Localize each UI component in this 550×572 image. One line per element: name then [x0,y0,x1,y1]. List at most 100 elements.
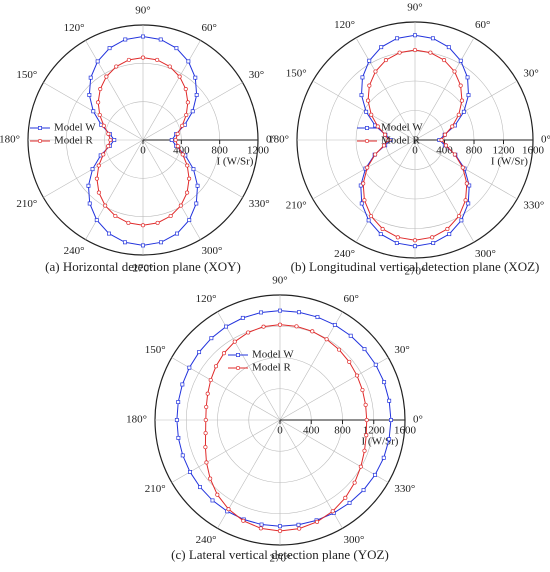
marker [168,213,173,219]
marker [175,231,180,236]
radial-tick-label: 800 [334,425,351,437]
marker [158,37,163,42]
grid-spoke [414,139,475,243]
angle-tick-label: 270° [270,553,291,565]
angle-tick-label: 60° [475,19,490,31]
marker [466,201,471,206]
marker [364,109,369,114]
marker [195,183,200,188]
marker [412,47,418,53]
marker [362,347,367,352]
legend-label: Model W [381,122,423,134]
angle-tick-label: 60° [344,293,359,305]
angle-tick-label: 120° [334,19,355,31]
angle-tick-label: 240° [196,534,217,546]
marker [203,417,208,423]
marker [458,58,463,63]
marker [364,417,369,423]
radial-tick-label: 0 [140,145,146,157]
marker [367,83,372,88]
marker [382,380,387,385]
marker [294,324,299,329]
angle-tick-label: 30° [523,68,538,80]
marker [167,64,172,69]
marker [87,201,92,206]
radial-tick-label: 1200 [363,425,386,437]
marker [388,418,393,422]
marker [88,75,93,80]
marker [175,131,180,136]
marker [296,522,301,527]
angle-tick-label: 150° [145,344,166,356]
marker [96,190,101,195]
grid-spoke [85,139,144,240]
marker [178,203,183,208]
angle-tick-label: 330° [523,200,544,212]
radial-tick-label: 800 [466,145,483,157]
marker [439,137,444,143]
marker [126,57,131,62]
legend-marker [38,126,42,130]
marker [395,235,400,240]
marker [382,132,388,137]
angle-tick-label: 180° [268,134,289,146]
angle-tick-label: 60° [202,22,217,34]
grid-spoke [279,357,389,421]
marker [459,98,464,103]
marker [460,165,465,170]
marker [224,324,229,329]
angle-tick-label: 120° [64,22,85,34]
marker [354,373,360,378]
marker [203,445,208,450]
marker [413,33,417,38]
marker [278,308,282,313]
grid-spoke [171,419,281,483]
marker [378,232,383,237]
marker [381,143,387,148]
marker [456,112,461,117]
angle-tick-label: 90° [135,5,150,17]
marker [194,201,199,206]
marker [450,124,455,129]
marker [362,448,367,453]
marker [373,362,378,367]
caption: (a) Horizontal detection plane (XOY) [45,259,241,274]
marker [108,137,113,143]
radial-tick-label: 0 [412,145,418,157]
marker [123,37,128,42]
marker [360,387,365,393]
radial-axis-label: I (W/Sr) [217,156,254,168]
marker [190,109,195,114]
marker [106,231,111,236]
marker [463,198,468,203]
marker [140,223,146,228]
marker [352,480,357,485]
marker [466,93,471,98]
marker [360,75,365,80]
angle-tick-label: 90° [407,2,422,14]
marker [362,198,367,203]
marker [373,472,378,477]
marker [394,241,399,246]
marker [183,87,188,92]
marker [277,322,283,327]
marker [379,45,384,50]
marker [180,453,185,458]
marker [103,203,108,208]
marker [126,220,131,225]
marker [431,241,436,246]
angle-tick-label: 240° [64,245,85,257]
legend-label: Model R [252,362,291,374]
marker [358,464,363,469]
marker [369,112,374,117]
marker [464,181,469,186]
polar-plot: 0° 30° 60° 90° 120° 150° 180° 210° 240° 270° 300° 3… [0,5,276,275]
marker [443,143,449,148]
angle-tick-label: 180° [0,134,20,146]
marker [94,176,99,181]
marker [96,100,101,105]
marker [185,100,190,105]
marker [277,528,283,533]
marker [386,137,391,143]
